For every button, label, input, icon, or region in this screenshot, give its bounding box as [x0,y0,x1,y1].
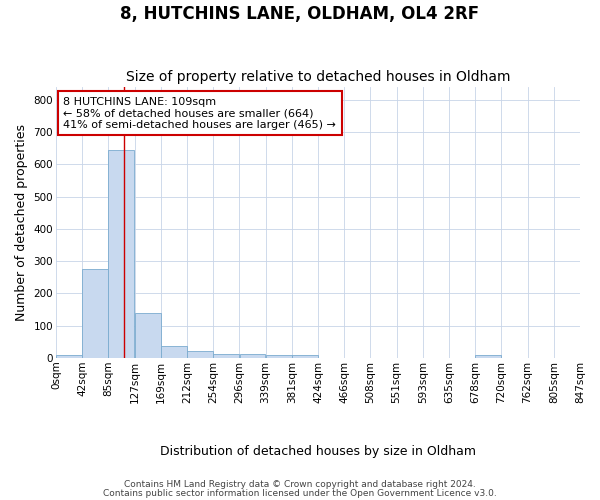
Title: Size of property relative to detached houses in Oldham: Size of property relative to detached ho… [126,70,510,85]
X-axis label: Distribution of detached houses by size in Oldham: Distribution of detached houses by size … [160,444,476,458]
Bar [56,356,82,358]
Bar [187,352,213,358]
Bar [292,354,318,358]
Bar [134,313,161,358]
Text: 8, HUTCHINS LANE, OLDHAM, OL4 2RF: 8, HUTCHINS LANE, OLDHAM, OL4 2RF [121,5,479,23]
Bar [161,346,187,358]
Bar [239,354,265,358]
Y-axis label: Number of detached properties: Number of detached properties [15,124,28,321]
Text: 8 HUTCHINS LANE: 109sqm
← 58% of detached houses are smaller (664)
41% of semi-d: 8 HUTCHINS LANE: 109sqm ← 58% of detache… [64,96,337,130]
Text: Contains public sector information licensed under the Open Government Licence v3: Contains public sector information licen… [103,488,497,498]
Bar [109,150,134,358]
Bar [266,354,292,358]
Bar [82,270,108,358]
Bar [214,354,239,358]
Bar [475,356,501,358]
Text: Contains HM Land Registry data © Crown copyright and database right 2024.: Contains HM Land Registry data © Crown c… [124,480,476,489]
